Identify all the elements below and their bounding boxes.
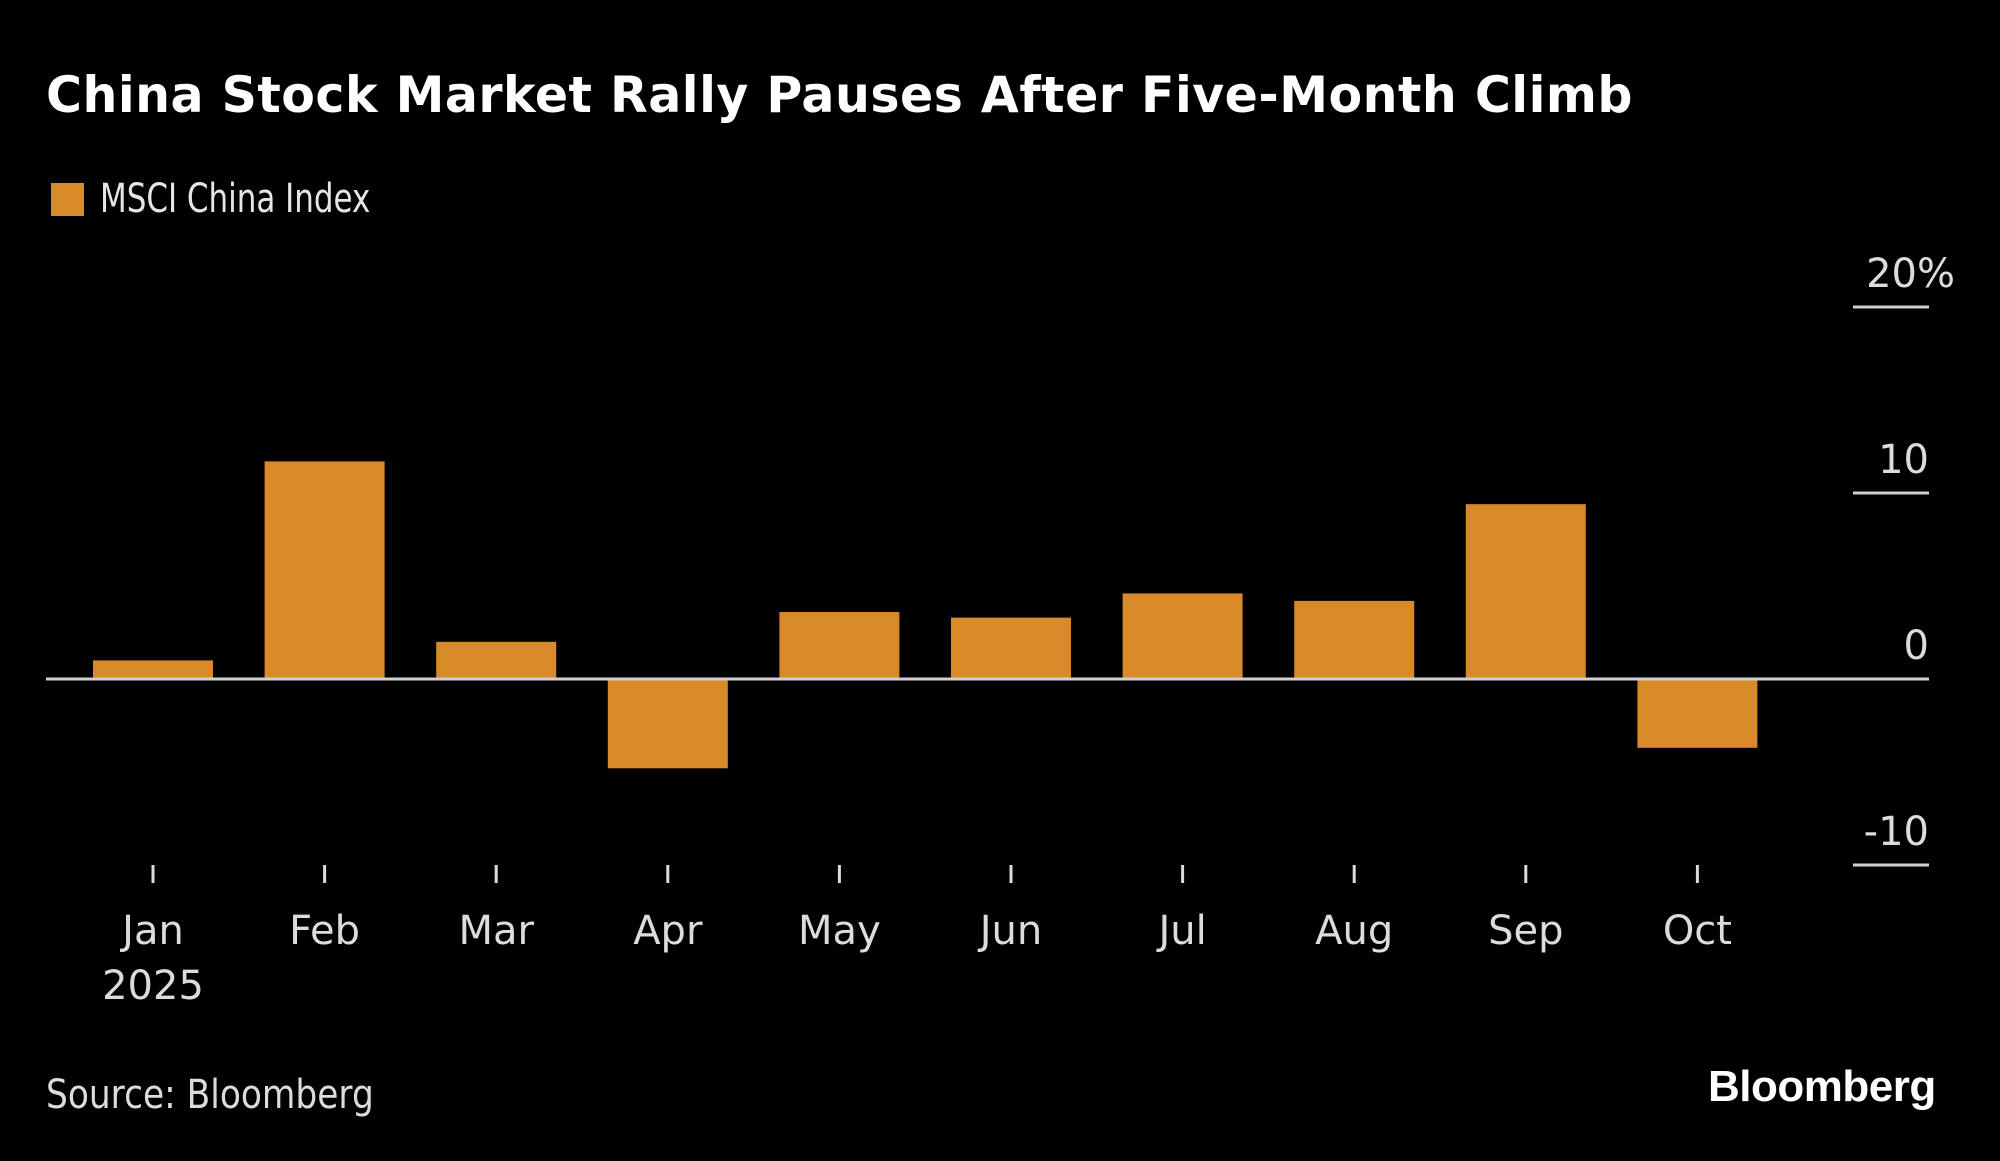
bar-aug: [1294, 600, 1415, 679]
bar-may: [779, 612, 900, 679]
x-tick-label: Sep: [1488, 908, 1563, 954]
y-tick-label: 0: [1904, 623, 1929, 669]
source-note: Source: Bloomberg: [46, 1072, 374, 1118]
chart-title: China Stock Market Rally Pauses After Fi…: [46, 66, 1633, 124]
x-tick-label: Mar: [458, 908, 534, 954]
x-year-label: 2025: [102, 963, 204, 1009]
legend-label: MSCI China Index: [100, 176, 371, 222]
x-axis: Jan 2025 Feb Mar Apr May Jun Jul Aug Sep Oct: [102, 865, 1732, 1009]
legend-swatch: [51, 182, 84, 216]
y-tick-label: 10: [1878, 437, 1929, 483]
bar-jul: [1122, 593, 1243, 679]
y-tick-label: -10: [1864, 809, 1929, 855]
bars: [93, 461, 1758, 769]
x-tick-label: Apr: [633, 908, 703, 954]
bar-mar: [436, 641, 557, 679]
bar-oct: [1637, 679, 1758, 748]
x-tick-label: Aug: [1315, 908, 1393, 954]
x-tick-label: May: [798, 908, 881, 954]
x-tick-label: Jun: [977, 908, 1043, 954]
x-tick-label: Jan: [119, 908, 184, 954]
bar-jan: [93, 660, 213, 679]
bar-feb: [264, 461, 385, 679]
x-tick-label: Feb: [289, 908, 360, 954]
x-tick-label: Oct: [1663, 908, 1732, 954]
bloomberg-logo: Bloomberg: [1708, 1062, 1936, 1111]
legend: MSCI China Index: [51, 176, 414, 222]
x-tick-label: Jul: [1155, 908, 1206, 954]
bar-sep: [1465, 504, 1586, 679]
y-tick-label: 20%: [1866, 251, 1955, 297]
bar-apr: [607, 679, 728, 769]
bar-jun: [951, 617, 1071, 679]
y-axis: 20% 10 0 -10: [1853, 251, 1955, 867]
